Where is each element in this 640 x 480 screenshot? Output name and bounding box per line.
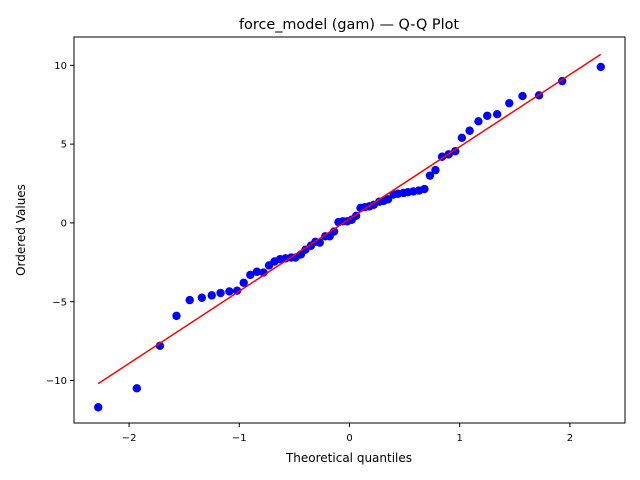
x-axis-label: Theoretical quantiles <box>285 451 412 465</box>
data-point <box>232 286 242 295</box>
y-tick-label: 0 <box>61 219 67 230</box>
data-point <box>420 184 429 194</box>
x-tick-label: −1 <box>232 433 247 444</box>
data-point <box>474 117 483 126</box>
data-point <box>185 295 194 305</box>
x-tick-label: 1 <box>457 433 463 444</box>
data-point <box>94 403 103 412</box>
data-point <box>252 267 262 276</box>
x-axis: −2 −1 0 1 2 <box>122 423 573 444</box>
y-tick-label: 10 <box>54 61 67 72</box>
x-tick-label: 2 <box>567 433 573 444</box>
data-point <box>431 165 440 175</box>
reference-line <box>97 53 602 385</box>
chart-title: force_model (gam) — Q-Q Plot <box>239 17 459 33</box>
data-point <box>197 293 207 302</box>
data-point <box>457 133 467 143</box>
data-point <box>225 287 234 296</box>
data-point <box>596 62 605 72</box>
data-point <box>383 195 393 204</box>
data-point <box>492 110 502 119</box>
data-point <box>132 384 142 393</box>
x-tick-label: −2 <box>122 433 137 444</box>
y-axis: −10 −5 0 5 10 <box>46 61 74 387</box>
data-point <box>465 126 474 135</box>
y-tick-label: 5 <box>61 140 67 151</box>
plot-area <box>94 53 605 412</box>
data-point <box>518 91 527 101</box>
y-axis-label: Ordered Values <box>14 184 28 276</box>
y-tick-label: −5 <box>52 297 67 308</box>
data-point <box>172 311 181 321</box>
data-point <box>216 288 225 298</box>
y-tick-label: −10 <box>46 376 67 387</box>
x-tick-label: 0 <box>346 433 352 444</box>
data-point <box>239 278 248 287</box>
data-point <box>505 98 514 108</box>
data-point <box>329 227 339 236</box>
data-point <box>425 171 435 180</box>
data-point <box>207 291 216 300</box>
data-point <box>246 270 255 280</box>
data-point <box>483 111 492 120</box>
